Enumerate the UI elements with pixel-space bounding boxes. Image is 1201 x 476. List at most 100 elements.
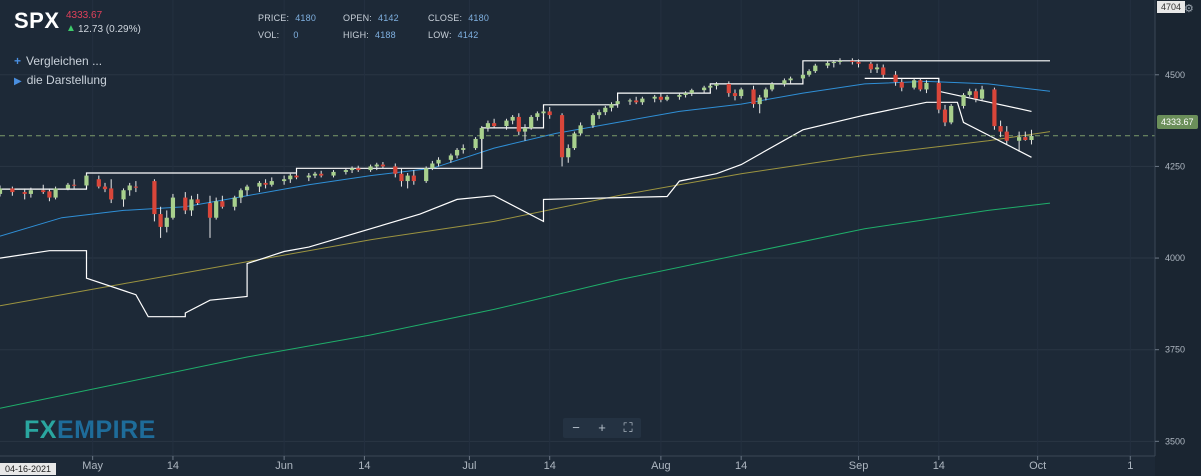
candle-down bbox=[973, 91, 978, 99]
high-stat: HIGH: 4188 bbox=[343, 30, 396, 40]
candle-down bbox=[10, 188, 15, 193]
candle-down bbox=[72, 184, 77, 186]
price-stat: PRICE: 4180 bbox=[258, 13, 317, 23]
candle-down bbox=[658, 96, 663, 100]
candle-up bbox=[652, 96, 657, 99]
chart-grid bbox=[0, 74, 1155, 442]
candle-up bbox=[949, 105, 954, 123]
open-stat: OPEN: 4142 bbox=[343, 13, 399, 23]
candle-up bbox=[807, 71, 812, 75]
candle-up bbox=[979, 89, 985, 99]
date-tick-label: 1 bbox=[1127, 460, 1133, 472]
candle-up bbox=[65, 184, 71, 189]
candle-up bbox=[1017, 137, 1022, 141]
candle-down bbox=[992, 89, 997, 127]
candle-down bbox=[399, 173, 404, 182]
candle-up bbox=[800, 74, 806, 79]
date-tick-label: 14 bbox=[735, 460, 747, 472]
candle-down bbox=[850, 60, 855, 62]
candle-down bbox=[133, 186, 138, 188]
candle-up bbox=[349, 168, 355, 171]
fxempire-logo: FXEMPIRE bbox=[24, 416, 156, 444]
date-tick-label: Jul bbox=[462, 460, 476, 472]
date-tick-label: 14 bbox=[544, 460, 556, 472]
candle-up bbox=[615, 101, 620, 105]
candle-down bbox=[183, 197, 188, 211]
candle-up bbox=[430, 163, 435, 169]
candle-up bbox=[312, 173, 318, 176]
candle-up bbox=[461, 148, 466, 150]
moving-average-long-line bbox=[0, 202, 1051, 409]
compare-link[interactable]: + Vergleichen ... bbox=[14, 54, 103, 68]
candle-down bbox=[102, 186, 108, 190]
vol-stat: VOL: 0 bbox=[258, 30, 299, 40]
price-change: 12.73 (0.29%) bbox=[78, 24, 141, 35]
candle-up bbox=[813, 65, 818, 72]
date-axis: May 14 Jun 14 Jul 14 Aug 14 Sep 14 Oct 1 bbox=[0, 455, 1155, 472]
candle-up bbox=[53, 188, 58, 198]
candle-up bbox=[368, 166, 373, 171]
candle-up bbox=[121, 190, 126, 200]
candle-up bbox=[874, 67, 880, 70]
candle-up bbox=[282, 179, 287, 182]
date-tick-label: Jun bbox=[275, 460, 293, 472]
candle-up bbox=[788, 78, 793, 81]
candle-down bbox=[751, 89, 756, 105]
zoom-fit-button[interactable]: ⛶ bbox=[623, 420, 633, 435]
candle-up bbox=[763, 89, 768, 98]
date-tick-label: May bbox=[82, 460, 103, 472]
candle-down bbox=[195, 199, 200, 204]
candle-up bbox=[535, 113, 540, 117]
candle-down bbox=[998, 126, 1003, 132]
candle-down bbox=[411, 175, 416, 182]
candle-up bbox=[1029, 135, 1034, 141]
zoom-in-button[interactable]: + bbox=[598, 420, 606, 435]
candle-up bbox=[961, 94, 966, 106]
candle-down bbox=[732, 93, 738, 97]
candle-up bbox=[590, 115, 596, 126]
symbol-title: SPX bbox=[14, 8, 60, 33]
candle-down bbox=[109, 188, 114, 200]
low-stat: LOW: 4142 bbox=[428, 30, 479, 40]
candle-up bbox=[473, 138, 478, 149]
price-tick-label: 3500 bbox=[1165, 436, 1185, 446]
candle-up bbox=[405, 175, 410, 182]
candle-down bbox=[356, 168, 361, 171]
candle-up bbox=[912, 80, 917, 88]
candle-up bbox=[782, 80, 787, 84]
candle-down bbox=[881, 67, 886, 75]
candle-down bbox=[868, 63, 873, 70]
settings-icon[interactable]: ⚙ bbox=[1184, 3, 1194, 15]
moving-average-mid-line bbox=[0, 131, 1051, 307]
candle-down bbox=[41, 190, 46, 193]
candle-up bbox=[603, 107, 608, 113]
plus-icon: + bbox=[14, 54, 22, 68]
price-tick-label: 4250 bbox=[1165, 161, 1185, 171]
candle-down bbox=[263, 182, 268, 185]
candle-up bbox=[510, 116, 515, 121]
candle-up bbox=[436, 159, 441, 164]
price-axis-panel bbox=[1155, 0, 1201, 476]
candle-up bbox=[127, 185, 132, 191]
display-link[interactable]: ▶ die Darstellung bbox=[14, 73, 107, 87]
candle-up bbox=[269, 181, 274, 185]
candle-up bbox=[627, 100, 633, 102]
candle-up bbox=[702, 87, 707, 91]
candle-up bbox=[757, 97, 762, 105]
candle-up bbox=[664, 96, 670, 100]
candle-up bbox=[529, 116, 534, 128]
candle-up bbox=[739, 89, 744, 97]
candle-up bbox=[424, 168, 429, 182]
zoom-out-button[interactable]: − bbox=[572, 420, 580, 435]
candle-up bbox=[0, 188, 3, 194]
candle-up bbox=[343, 170, 348, 172]
triangle-right-icon: ▶ bbox=[14, 76, 22, 87]
candle-down bbox=[918, 80, 923, 90]
date-tick-label: Sep bbox=[849, 460, 869, 472]
candle-down bbox=[893, 74, 898, 83]
candle-down bbox=[220, 201, 225, 207]
candle-down bbox=[158, 214, 163, 227]
price-tick-label: 3750 bbox=[1165, 345, 1185, 355]
candle-up bbox=[306, 175, 311, 178]
